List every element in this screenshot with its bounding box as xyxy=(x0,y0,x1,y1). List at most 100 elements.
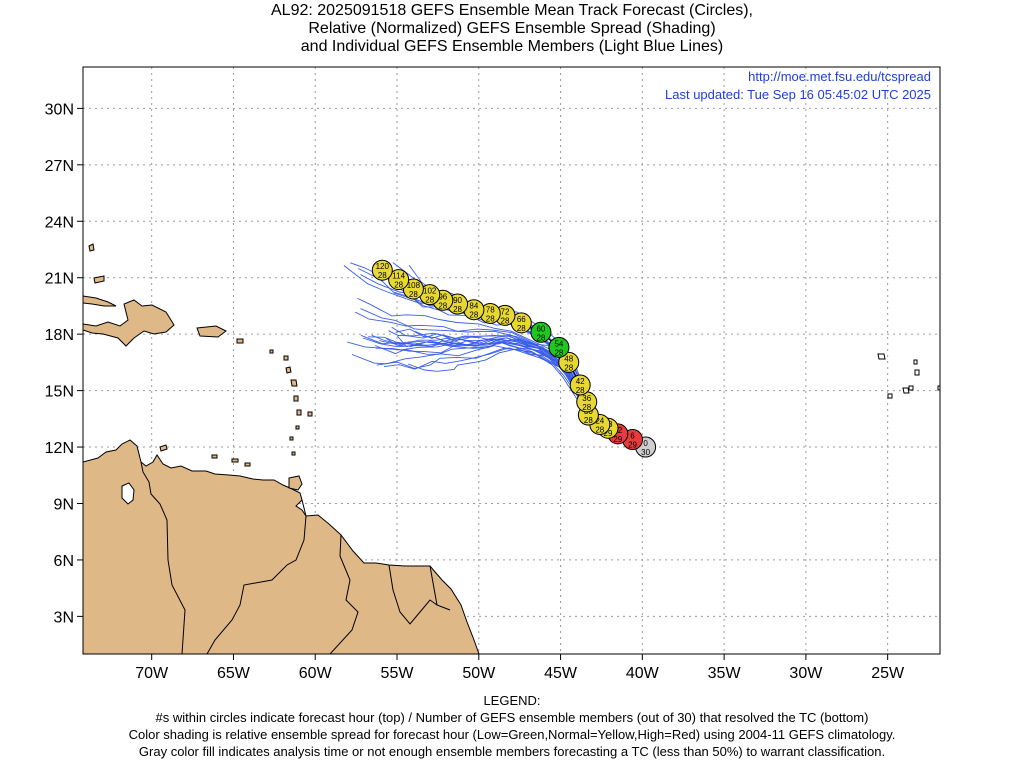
track-point-hour: 36 xyxy=(582,394,591,403)
track-point-hour: 6 xyxy=(630,432,635,441)
title-line-3: and Individual GEFS Ensemble Members (Li… xyxy=(300,38,724,55)
track-point-hour: 42 xyxy=(576,377,585,386)
lon-tick-label: 25W xyxy=(871,665,905,682)
track-point-members: 28 xyxy=(517,324,526,333)
track-point-members: 28 xyxy=(453,305,462,314)
land-cape-verde xyxy=(877,353,940,399)
lat-tick-label: 12N xyxy=(45,440,74,457)
track-point-members: 28 xyxy=(501,316,510,325)
track-point-circle xyxy=(569,374,591,396)
track-point-members: 28 xyxy=(486,314,495,323)
track-point-members: 28 xyxy=(394,281,403,290)
track-point-members: 29 xyxy=(604,429,613,438)
country-borders xyxy=(140,461,451,654)
track-point-members: 28 xyxy=(378,271,387,280)
lon-tick-label: 50W xyxy=(462,665,496,682)
longitude-axis: 70W 65W 60W 55W 50W 45W 40W 35W 30W 25W xyxy=(135,654,905,682)
track-point-members: 28 xyxy=(584,416,593,425)
track-point-members: 28 xyxy=(564,363,573,372)
land-masses xyxy=(83,243,940,654)
track-point-members: 28 xyxy=(425,296,434,305)
credit-url[interactable]: http://moe.met.fsu.edu/tcspread xyxy=(748,69,931,84)
track-point-circle xyxy=(548,336,570,358)
track-point-hour: 120 xyxy=(376,262,390,271)
track-point-members: 28 xyxy=(554,348,563,357)
legend-line-1: #s within circles indicate forecast hour… xyxy=(155,710,869,725)
track-point-hour: 66 xyxy=(517,315,526,324)
land-lesser-antilles xyxy=(88,243,313,467)
track-point-members: 28 xyxy=(438,301,447,310)
track-point-circle xyxy=(558,351,580,373)
lat-tick-label: 30N xyxy=(45,101,74,118)
track-point-members: 28 xyxy=(595,425,604,434)
lon-tick-label: 60W xyxy=(299,665,333,682)
track-point-hour: 78 xyxy=(486,305,495,314)
mean-track: 0306291229182924283028362842284828542860… xyxy=(371,259,657,458)
lat-tick-label: 6N xyxy=(54,553,74,570)
land-trinidad xyxy=(288,475,303,491)
track-point-hour: 102 xyxy=(423,287,437,296)
lat-tick-label: 27N xyxy=(45,158,74,175)
latitude-axis: 30N 27N 24N 21N 18N 15N 12N 9N 6N 3N xyxy=(45,101,83,626)
lat-tick-label: 3N xyxy=(54,609,74,626)
lat-tick-label: 24N xyxy=(45,214,74,231)
lat-tick-label: 15N xyxy=(45,384,74,401)
lon-tick-label: 65W xyxy=(217,665,251,682)
track-point-members: 28 xyxy=(536,333,545,342)
track-point-hour: 72 xyxy=(501,307,510,316)
track-point-hour: 114 xyxy=(392,272,405,281)
track-point-hour: 108 xyxy=(407,281,421,290)
land-cuba xyxy=(83,295,117,307)
lon-tick-label: 70W xyxy=(135,665,169,682)
chart-title: AL92: 2025091518 GEFS Ensemble Mean Trac… xyxy=(0,2,1024,56)
track-point-hour: 90 xyxy=(453,296,462,305)
track-point-circle xyxy=(530,321,552,343)
track-map: 0306291229182924283028362842284828542860… xyxy=(45,66,941,682)
title-line-2: Relative (Normalized) GEFS Ensemble Spre… xyxy=(308,20,716,37)
track-point-hour: 84 xyxy=(469,302,478,311)
land-hispaniola xyxy=(83,299,175,347)
land-puerto-rico xyxy=(196,325,227,338)
track-point-circle xyxy=(371,259,393,281)
track-point-circle xyxy=(402,278,424,300)
legend-heading: LEGEND: xyxy=(483,693,541,708)
lake-maracaibo xyxy=(121,482,135,505)
track-point-hour: 96 xyxy=(438,292,447,301)
legend: LEGEND: #s within circles indicate forec… xyxy=(0,692,1024,760)
track-point-members: 29 xyxy=(613,435,622,444)
track-point-hour: 0 xyxy=(643,439,648,448)
track-point-hour: 60 xyxy=(536,324,545,333)
track-point-hour: 54 xyxy=(554,339,563,348)
track-point-members: 28 xyxy=(409,290,418,299)
track-point-members: 28 xyxy=(582,403,591,412)
track-point-hour: 24 xyxy=(595,416,604,425)
lon-tick-label: 55W xyxy=(381,665,415,682)
last-updated: Last updated: Tue Sep 16 05:45:02 UTC 20… xyxy=(665,87,931,102)
track-point-circle xyxy=(388,269,410,291)
map-frame xyxy=(82,66,941,655)
lon-tick-label: 40W xyxy=(626,665,660,682)
track-point-members: 28 xyxy=(576,386,585,395)
lat-tick-label: 21N xyxy=(45,271,74,288)
lon-tick-label: 45W xyxy=(544,665,578,682)
lat-tick-label: 18N xyxy=(45,327,74,344)
grid-lines xyxy=(83,67,940,654)
track-point-hour: 48 xyxy=(564,354,573,363)
title-line-1: AL92: 2025091518 GEFS Ensemble Mean Trac… xyxy=(271,2,753,19)
track-point-members: 30 xyxy=(641,448,650,457)
lon-tick-label: 30W xyxy=(789,665,823,682)
track-point-members: 29 xyxy=(628,441,637,450)
track-point-members: 28 xyxy=(469,311,478,320)
lat-tick-label: 9N xyxy=(54,496,74,513)
legend-line-2: Color shading is relative ensemble sprea… xyxy=(128,727,896,742)
lon-tick-label: 35W xyxy=(708,665,742,682)
legend-line-3: Gray color fill indicates analysis time … xyxy=(138,744,886,759)
